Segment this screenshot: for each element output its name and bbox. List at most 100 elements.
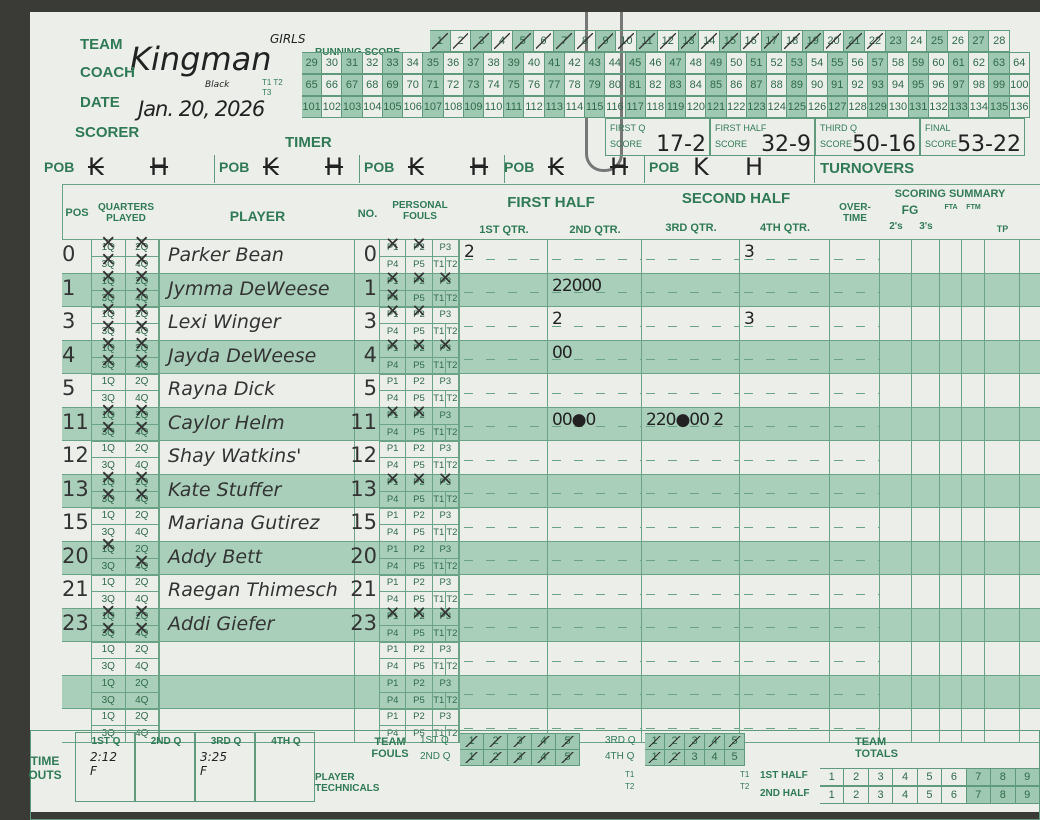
q2-cell[interactable] bbox=[548, 441, 642, 474]
quarter-box[interactable]: 3Q bbox=[92, 726, 126, 743]
quarter-box[interactable]: 4Q bbox=[125, 421, 159, 442]
fta-cell[interactable] bbox=[940, 642, 962, 675]
q1-cell[interactable] bbox=[460, 675, 548, 708]
running-score-cell[interactable]: 77 bbox=[544, 75, 565, 96]
twos-cell[interactable] bbox=[880, 508, 912, 541]
running-score-cell[interactable]: 49 bbox=[706, 53, 727, 74]
running-score-cell[interactable]: 114 bbox=[564, 97, 586, 118]
fta-cell[interactable] bbox=[940, 374, 962, 407]
running-score-cell[interactable]: 41 bbox=[544, 53, 565, 74]
running-score-cell[interactable]: 8 bbox=[575, 31, 596, 52]
running-score-cell[interactable]: 44 bbox=[605, 53, 626, 74]
running-score-cell[interactable]: 19 bbox=[802, 31, 824, 52]
quarter-box[interactable]: 1Q bbox=[92, 709, 126, 726]
running-score-cell[interactable]: 1 bbox=[430, 31, 451, 52]
running-score-cell[interactable]: 26 bbox=[947, 31, 969, 52]
running-score-cell[interactable]: 4 bbox=[492, 31, 513, 52]
running-score-cell[interactable]: 120 bbox=[686, 97, 707, 118]
quarter-box[interactable]: 4Q bbox=[125, 354, 159, 375]
foul-box[interactable]: P1 bbox=[380, 675, 407, 693]
team-foul-box[interactable]: 2 bbox=[665, 750, 685, 766]
running-score-cell[interactable]: 79 bbox=[585, 75, 606, 96]
twos-cell[interactable] bbox=[880, 273, 912, 306]
pob-entry[interactable]: POB K H bbox=[215, 153, 360, 183]
quarter-box[interactable]: 4Q bbox=[125, 555, 159, 576]
quarter-box[interactable]: 1Q bbox=[92, 441, 126, 458]
team-foul-box[interactable]: 4 bbox=[705, 734, 725, 750]
twos-cell[interactable] bbox=[880, 675, 912, 708]
team-total-cell[interactable]: 5 bbox=[917, 787, 943, 804]
quarter-box[interactable]: 4Q bbox=[125, 659, 159, 676]
q1-cell[interactable] bbox=[460, 541, 548, 574]
twos-cell[interactable] bbox=[880, 575, 912, 608]
running-score-cell[interactable]: 25 bbox=[927, 31, 948, 52]
tp-cell[interactable] bbox=[985, 608, 1020, 641]
quarter-box[interactable]: 1Q bbox=[92, 508, 126, 525]
running-score-cell[interactable]: 106 bbox=[403, 97, 424, 118]
running-score-cell[interactable]: 122 bbox=[726, 97, 747, 118]
quarter-box[interactable]: 4Q bbox=[125, 726, 159, 743]
q2-cell[interactable]: 00 bbox=[548, 340, 642, 373]
ftm-cell[interactable] bbox=[962, 474, 985, 507]
foul-box[interactable]: T1 bbox=[432, 357, 446, 375]
team-foul-box[interactable]: 1 bbox=[460, 750, 484, 766]
pob-entry[interactable]: POB K H bbox=[360, 153, 505, 183]
twos-cell[interactable] bbox=[880, 441, 912, 474]
running-score-cell[interactable]: 116 bbox=[605, 97, 626, 118]
foul-box[interactable]: T2 bbox=[445, 424, 459, 442]
threes-cell[interactable] bbox=[912, 374, 940, 407]
tp-cell[interactable] bbox=[985, 340, 1020, 373]
team-total-cell[interactable]: 4 bbox=[893, 769, 918, 786]
fta-cell[interactable] bbox=[940, 541, 962, 574]
foul-box[interactable]: P2 bbox=[406, 709, 433, 726]
team-total-cell[interactable]: 1 bbox=[820, 769, 845, 786]
fta-cell[interactable] bbox=[940, 273, 962, 306]
foul-box[interactable]: P4 bbox=[380, 357, 407, 375]
running-score-cell[interactable]: 101 bbox=[302, 97, 323, 118]
foul-box[interactable]: P3 bbox=[432, 508, 459, 525]
quarter-box[interactable]: 2Q bbox=[125, 675, 159, 693]
twos-cell[interactable] bbox=[880, 340, 912, 373]
threes-cell[interactable] bbox=[912, 675, 940, 708]
running-score-cell[interactable]: 86 bbox=[726, 75, 747, 96]
running-score-cell[interactable]: 70 bbox=[403, 75, 424, 96]
q4-cell[interactable] bbox=[740, 541, 830, 574]
running-score-cell[interactable]: 16 bbox=[740, 31, 762, 52]
running-score-cell[interactable]: 74 bbox=[483, 75, 505, 96]
ftm-cell[interactable] bbox=[962, 374, 985, 407]
running-score-cell[interactable]: 81 bbox=[625, 75, 646, 96]
running-score-cell[interactable]: 27 bbox=[968, 31, 990, 52]
foul-box[interactable]: P2 bbox=[406, 575, 433, 592]
q3-cell[interactable] bbox=[642, 474, 740, 507]
fta-cell[interactable] bbox=[940, 575, 962, 608]
fta-cell[interactable] bbox=[940, 508, 962, 541]
running-score-cell[interactable]: 46 bbox=[645, 53, 666, 74]
foul-box[interactable]: T2 bbox=[445, 357, 459, 375]
foul-box[interactable]: P1 bbox=[380, 374, 407, 391]
team-total-cell[interactable]: 9 bbox=[1015, 769, 1040, 786]
q2-cell[interactable] bbox=[548, 240, 642, 273]
running-score-cell[interactable]: 47 bbox=[665, 53, 687, 74]
ftm-cell[interactable] bbox=[962, 575, 985, 608]
q3-cell[interactable] bbox=[642, 575, 740, 608]
foul-box[interactable]: T1 bbox=[432, 391, 446, 408]
running-score-cell[interactable]: 45 bbox=[625, 53, 646, 74]
running-score-cell[interactable]: 36 bbox=[443, 53, 464, 74]
running-score-cell[interactable]: 128 bbox=[847, 97, 869, 118]
running-score-cell[interactable]: 17 bbox=[761, 31, 783, 52]
foul-box[interactable]: P5 bbox=[406, 625, 433, 643]
team-foul-box[interactable]: 4 bbox=[532, 750, 556, 766]
ftm-cell[interactable] bbox=[962, 240, 985, 273]
foul-box[interactable]: P1 bbox=[380, 605, 407, 626]
ftm-cell[interactable] bbox=[962, 273, 985, 306]
ftm-cell[interactable] bbox=[962, 508, 985, 541]
running-score-cell[interactable]: 75 bbox=[504, 75, 525, 96]
foul-box[interactable]: P2 bbox=[406, 508, 433, 525]
q3-cell[interactable] bbox=[642, 374, 740, 407]
running-score-cell[interactable]: 60 bbox=[928, 53, 949, 74]
twos-cell[interactable] bbox=[880, 709, 912, 742]
twos-cell[interactable] bbox=[880, 240, 912, 273]
q4-cell[interactable] bbox=[740, 675, 830, 708]
foul-box[interactable]: P2 bbox=[406, 471, 433, 492]
